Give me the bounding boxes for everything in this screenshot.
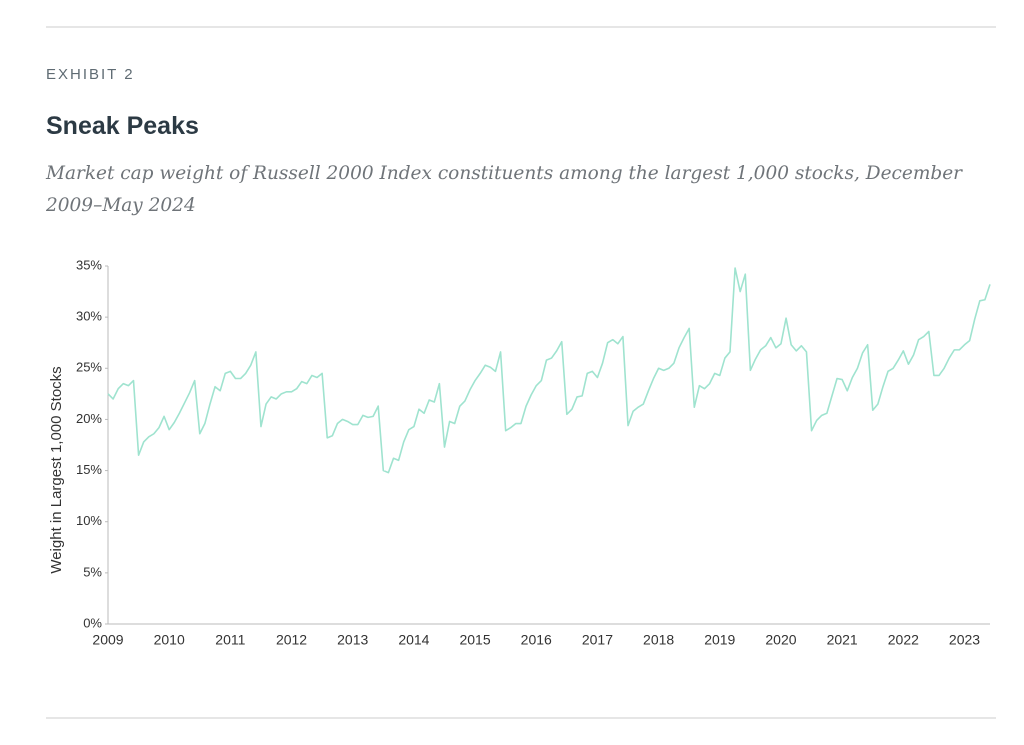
y-tick-label: 5% [83, 564, 102, 579]
y-tick-label: 25% [76, 360, 102, 375]
y-tick-label: 0% [83, 615, 102, 630]
x-tick-label: 2012 [276, 632, 307, 648]
x-tick-label: 2015 [459, 632, 490, 648]
x-tick-label: 2013 [337, 632, 368, 648]
x-tick-label: 2023 [949, 632, 980, 648]
x-tick-label: 2017 [582, 632, 613, 648]
x-tick-label: 2016 [521, 632, 552, 648]
x-tick-label: 2022 [888, 632, 919, 648]
bottom-rule [46, 717, 996, 719]
y-tick-label: 15% [76, 462, 102, 477]
y-tick-label: 30% [76, 309, 102, 324]
y-tick-label: 35% [76, 257, 102, 272]
exhibit-label: EXHIBIT 2 [46, 66, 135, 83]
y-axis-label: Weight in Largest 1,000 Stocks [48, 366, 65, 573]
top-rule [46, 26, 996, 28]
y-tick-label: 10% [76, 513, 102, 528]
chart-title: Sneak Peaks [46, 112, 199, 140]
y-tick-label: 20% [76, 411, 102, 426]
x-tick-label: 2019 [704, 632, 735, 648]
chart-subtitle: Market cap weight of Russell 2000 Index … [46, 163, 963, 216]
x-tick-label: 2011 [215, 632, 245, 648]
x-tick-label: 2018 [643, 632, 674, 648]
data-line [107, 267, 991, 474]
x-tick-label: 2020 [765, 632, 796, 648]
x-tick-label: 2010 [154, 632, 185, 648]
x-tick-label: 2014 [398, 632, 429, 648]
x-tick-label: 2021 [827, 632, 858, 648]
x-tick-label: 2009 [92, 632, 123, 648]
